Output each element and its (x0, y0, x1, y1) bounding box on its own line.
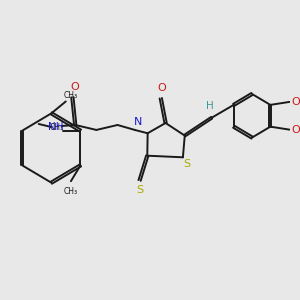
Text: N: N (134, 117, 142, 127)
Text: CH₃: CH₃ (64, 187, 78, 196)
Text: CH₃: CH₃ (50, 123, 64, 132)
Text: O: O (291, 124, 300, 135)
Text: S: S (183, 159, 190, 169)
Text: O: O (70, 82, 79, 92)
Text: O: O (158, 83, 166, 93)
Text: CH₃: CH₃ (64, 91, 78, 100)
Text: NH: NH (48, 122, 64, 132)
Text: H: H (206, 101, 214, 111)
Text: S: S (136, 185, 143, 195)
Text: O: O (291, 97, 300, 107)
